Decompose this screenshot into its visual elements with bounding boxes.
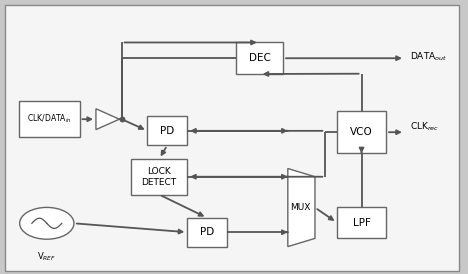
Text: VCO: VCO xyxy=(350,127,373,137)
Text: MUX: MUX xyxy=(290,203,310,212)
Circle shape xyxy=(20,207,74,239)
Text: CLK$_{rec}$: CLK$_{rec}$ xyxy=(410,120,439,133)
Polygon shape xyxy=(96,109,119,130)
Polygon shape xyxy=(288,169,315,247)
Text: PD: PD xyxy=(200,227,214,237)
Bar xyxy=(147,116,187,145)
Bar xyxy=(337,111,386,153)
Text: DEC: DEC xyxy=(249,53,271,63)
Text: DATA$_{out}$: DATA$_{out}$ xyxy=(410,50,447,63)
Text: LPF: LPF xyxy=(352,218,371,228)
Bar xyxy=(131,159,187,195)
Text: PD: PD xyxy=(160,126,175,136)
Bar xyxy=(19,101,80,137)
Bar xyxy=(236,42,283,74)
Text: LOCK
DETECT: LOCK DETECT xyxy=(141,167,177,187)
Text: V$_{REF}$: V$_{REF}$ xyxy=(37,250,56,263)
Text: CLK/DATA$_{in}$: CLK/DATA$_{in}$ xyxy=(27,113,72,125)
Bar xyxy=(187,218,227,247)
Bar xyxy=(337,207,386,238)
